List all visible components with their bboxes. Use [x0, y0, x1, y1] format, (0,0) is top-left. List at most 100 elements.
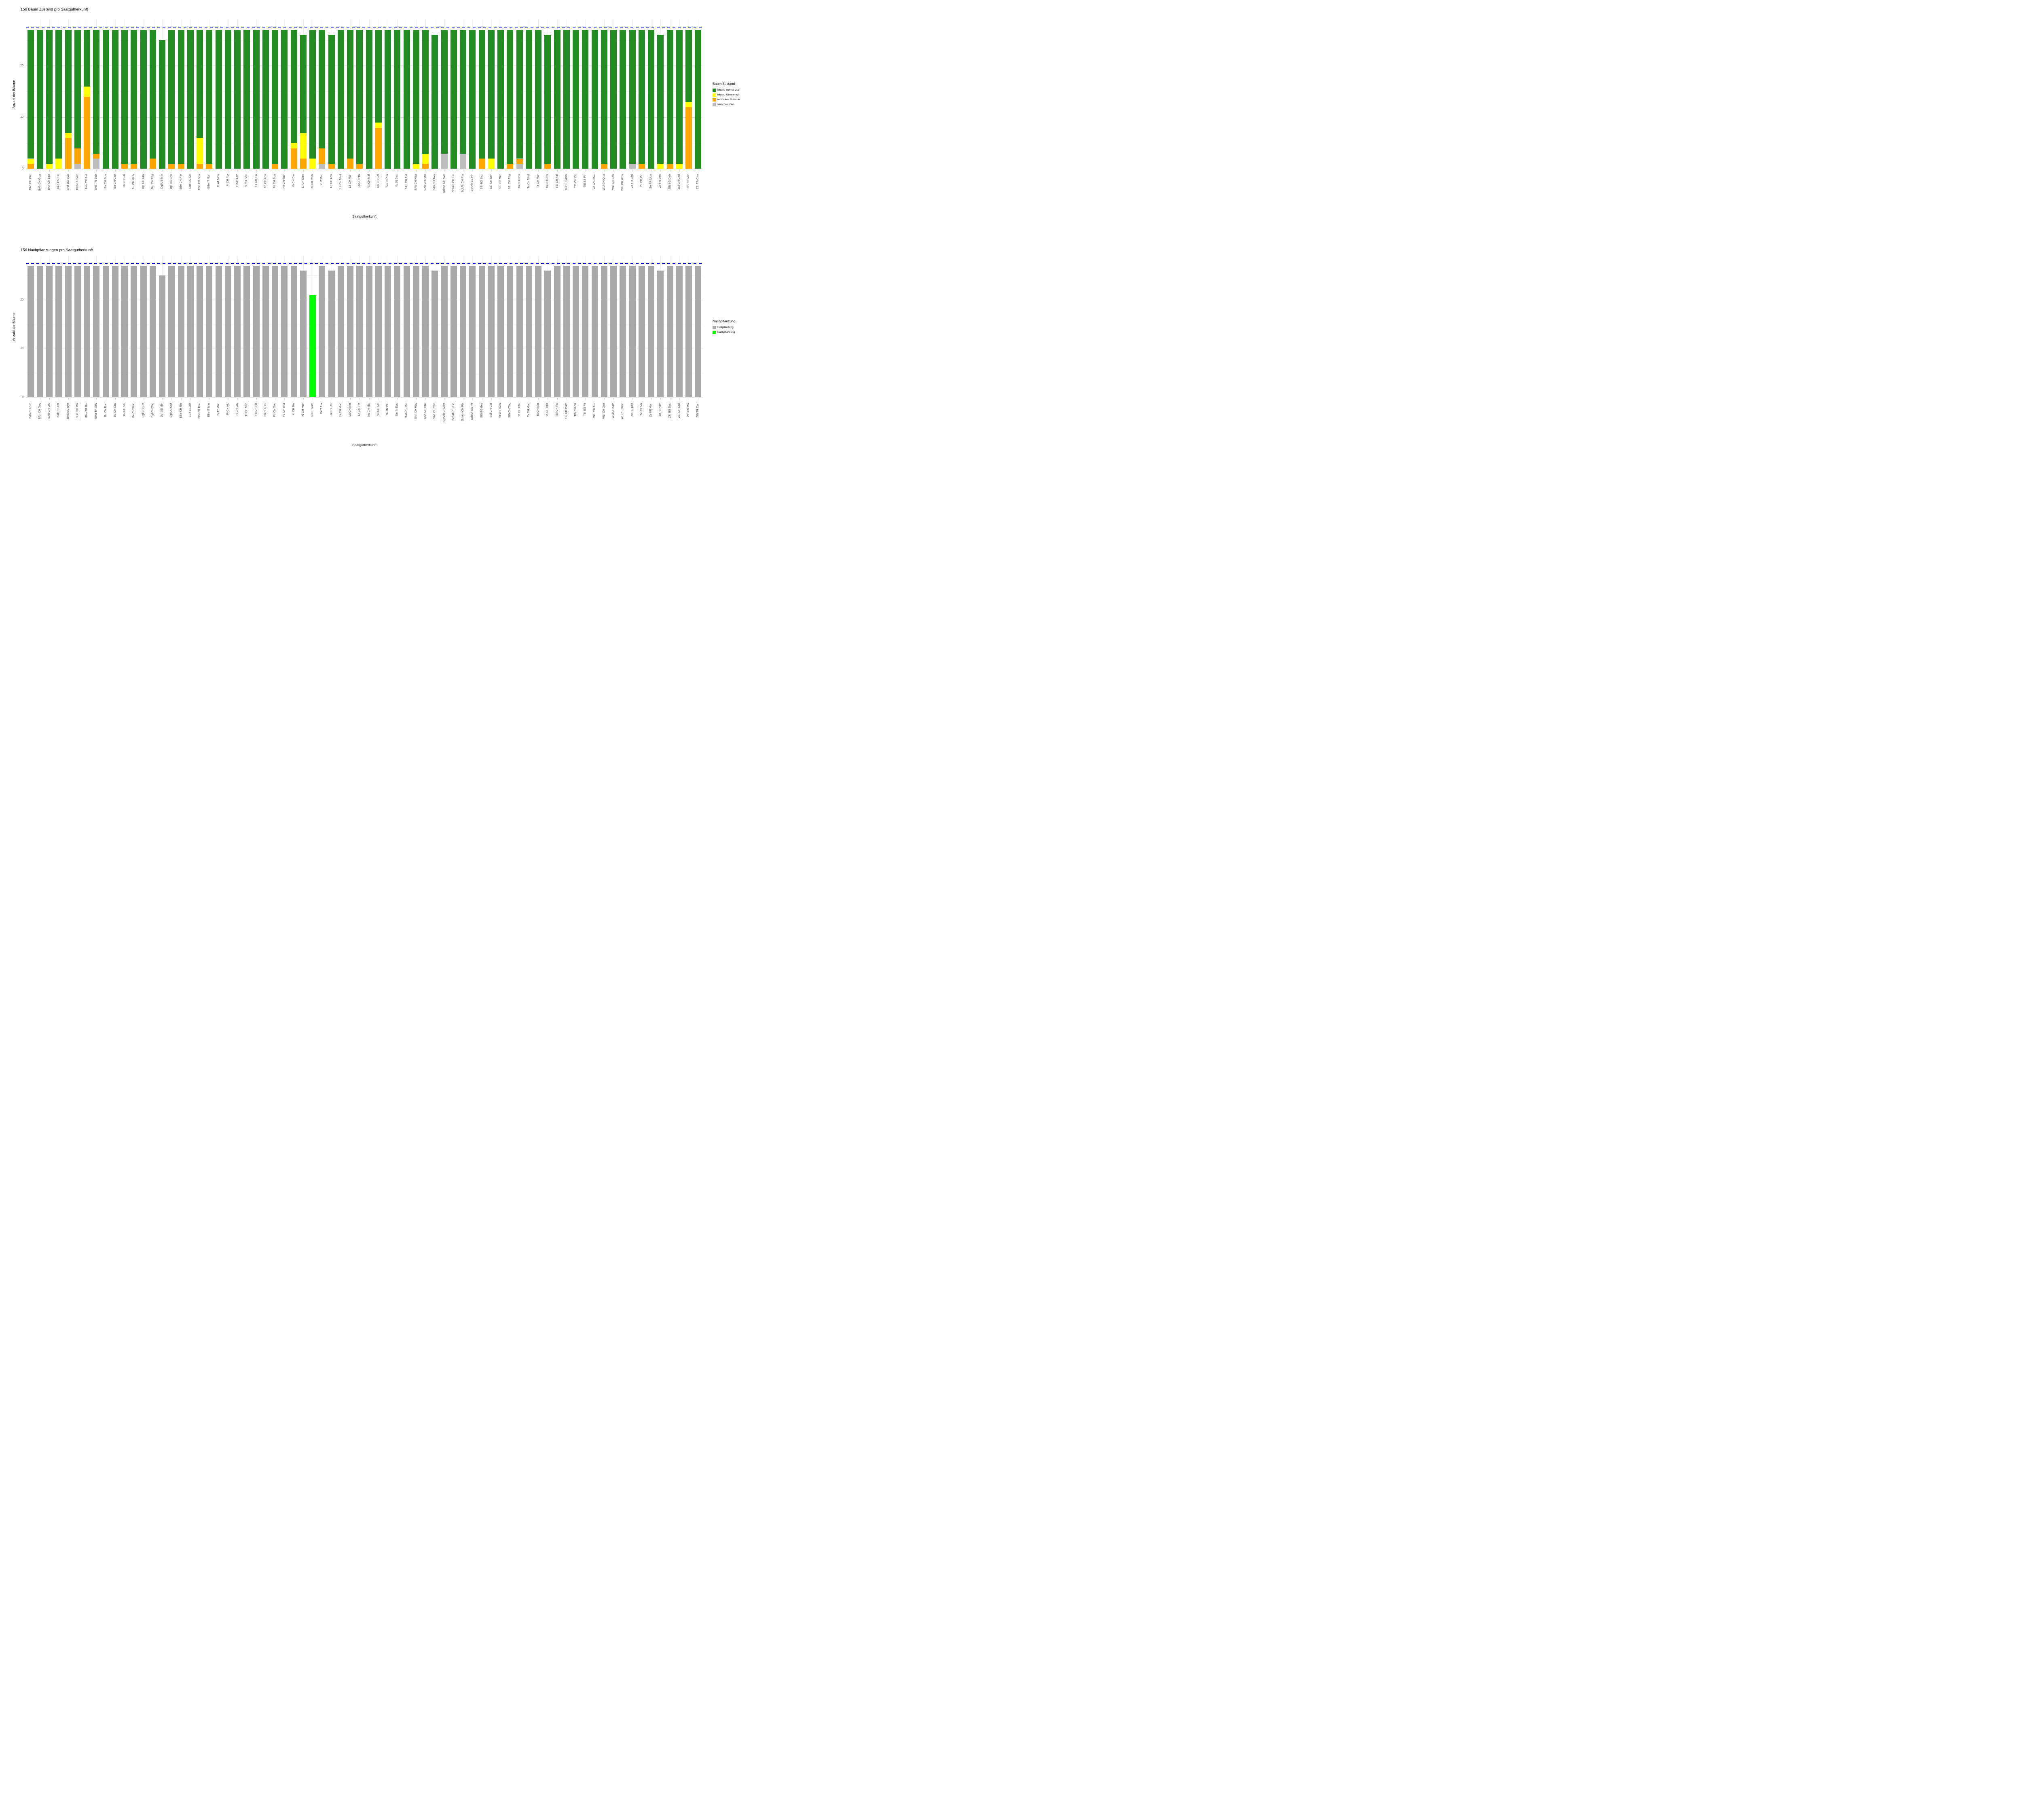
bar-segment-lebend-normal-vital [36, 30, 43, 169]
bar-segment-erstpflanzung [243, 266, 250, 398]
x-tick-label: Lä CH Mad [339, 174, 342, 189]
bar-segment-tot-andere-ursache [27, 164, 34, 169]
x-tick-label: Ta CH Ons [546, 174, 549, 188]
x-tick-label: SAh CH Hau [424, 403, 427, 419]
legend-entry-label: verschwunden [717, 103, 734, 106]
x-tick-label: Nu CH Mal [367, 174, 370, 188]
bar-segment-lebend-normal-vital [309, 30, 316, 159]
x-tick-label: Fi CH Alp [226, 174, 229, 186]
x-tick-label: Bu CH Woh [132, 403, 135, 418]
bar-segment-erstpflanzung [375, 266, 382, 398]
bar-segment-lebend-normal-vital [601, 30, 607, 164]
bar-segment-erstpflanzung [347, 266, 354, 398]
bar-segment-tot-andere-ursache [516, 159, 523, 164]
bar-segment-verschwunden [629, 164, 636, 169]
x-tick-label: Fö CH Sou [273, 174, 277, 188]
x-axis-title: Saatgutherkunft [352, 214, 376, 218]
x-tick-label: Ki CH Rom [311, 403, 314, 417]
x-axis-title: Saatgutherkunft [352, 443, 376, 447]
bar-segment-erstpflanzung [140, 266, 147, 398]
bar-segment-erstpflanzung [74, 266, 81, 398]
x-tick-mark [557, 398, 558, 400]
x-tick-label: SAh CH Twa [433, 174, 436, 190]
legend-entry: tot andere Ursache [713, 98, 757, 102]
bar-segment-lebend-normal-vital [65, 30, 72, 133]
bar-segment-lebend-kümmernd [65, 133, 72, 138]
bar-segment-erstpflanzung [356, 266, 363, 398]
x-tick-label: ZEi CH Cad [677, 174, 681, 190]
bar-segment-lebend-normal-vital [676, 30, 683, 164]
chart1-title: 156 Baum Zustand pro Saatgutherkunft [21, 7, 88, 12]
x-tick-label: EBe FR Bou [198, 174, 201, 190]
bar-segment-lebend-normal-vital [685, 30, 692, 102]
bar-segment-lebend-normal-vital [197, 30, 203, 138]
x-tick-mark [679, 398, 680, 400]
x-tick-mark [491, 169, 492, 171]
bar-segment-erstpflanzung [385, 266, 391, 398]
x-tick-label: Ta CH Mad [527, 174, 530, 189]
bar-segment-erstpflanzung [337, 266, 344, 398]
legend-entry-label: Nachpflanzung [717, 331, 735, 334]
x-tick-mark [49, 398, 50, 400]
bar-segment-tot-andere-ursache [206, 164, 213, 169]
x-tick-label: Bu CH Woh [132, 174, 135, 189]
bar-segment-tot-andere-ursache [168, 164, 175, 169]
x-tick-label: Lä CH Leu [330, 174, 333, 188]
bar-segment-erstpflanzung [601, 266, 607, 398]
y-tick-label: 20 [20, 64, 23, 67]
x-tick-mark [557, 169, 558, 171]
legend-entry: verschwunden [713, 103, 757, 106]
x-tick-label: ZEi FR Mix [687, 174, 690, 188]
bar-segment-lebend-kümmernd [300, 133, 307, 159]
x-tick-mark [425, 398, 426, 400]
x-tick-label: ZEi TR Can [696, 174, 700, 189]
x-tick-mark [256, 169, 257, 171]
x-tick-label: Ta CH Ons [546, 403, 549, 417]
x-tick-label: BAh CH Gug [38, 174, 41, 191]
x-tick-mark [613, 169, 614, 171]
bar-segment-lebend-normal-vital [74, 30, 81, 148]
x-tick-label: Lä CH Mar [349, 174, 352, 188]
bar-segment-lebend-normal-vital [525, 30, 532, 169]
bar-segment-lebend-normal-vital [657, 35, 664, 164]
bar-segment-verschwunden [93, 159, 100, 169]
x-tick-label: SEi CH Mar [499, 174, 502, 189]
x-tick-label: WLi CH Qua [602, 403, 605, 419]
bar-segment-erstpflanzung [648, 266, 655, 398]
x-tick-mark [632, 169, 633, 171]
x-tick-label: EBe CH Rie [179, 403, 182, 418]
bar-segment-erstpflanzung [168, 266, 175, 398]
bar-segment-lebend-kümmernd [290, 143, 297, 148]
x-tick-label: Fi CH See [245, 403, 248, 416]
bar-segment-lebend-normal-vital [563, 30, 570, 169]
bar-segment-tot-andere-ursache [422, 164, 429, 169]
x-tick-label: WLi CH Wün [621, 174, 624, 191]
x-tick-label: SchAh CH Ave [442, 174, 446, 193]
x-tick-label: Bu CH Cap [113, 403, 116, 417]
x-tick-mark [96, 169, 97, 171]
x-tick-label: Lä CH Prä [358, 174, 361, 188]
x-tick-label: SchAh CH Lie [452, 174, 455, 192]
x-tick-label: Bu CH Sai [123, 403, 126, 416]
x-axis-line [26, 397, 703, 398]
x-tick-mark [115, 398, 116, 400]
bar-segment-lebend-normal-vital [488, 30, 495, 159]
bar-segment-tot-andere-ursache [290, 148, 297, 169]
bar-segment-erstpflanzung [112, 266, 118, 398]
bar-segment-tot-andere-ursache [131, 164, 137, 169]
x-tick-label: EBe IT Mar [207, 403, 211, 417]
bar-segment-erstpflanzung [554, 266, 560, 398]
bar-segment-lebend-normal-vital [666, 30, 673, 164]
bar-segment-erstpflanzung [27, 266, 34, 398]
bar-segment-lebend-kümmernd [197, 138, 203, 164]
bar-segment-erstpflanzung [234, 266, 241, 398]
x-tick-label: BAh CH Leu [48, 403, 51, 419]
bar-segment-erstpflanzung [695, 266, 702, 398]
x-tick-mark [115, 169, 116, 171]
bar-segment-tot-andere-ursache [300, 159, 307, 169]
x-tick-label: ZEi CH Cad [677, 403, 681, 418]
x-tick-label: Ki IT Par [320, 403, 324, 414]
bar-segment-lebend-normal-vital [554, 30, 560, 169]
x-tick-label: Ze FR Mir [640, 174, 643, 187]
bar-segment-erstpflanzung [206, 266, 213, 398]
